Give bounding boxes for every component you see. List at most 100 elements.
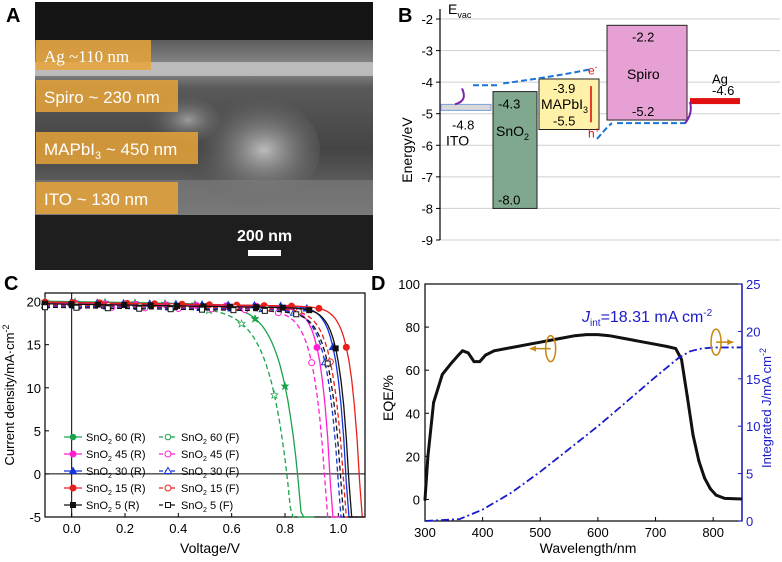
eqe-point	[423, 497, 427, 501]
jv-marker	[315, 304, 323, 312]
jv-marker	[94, 301, 101, 308]
legend-suffix: 5 (F)	[207, 500, 233, 512]
scale-bar-label: 200 nm	[237, 228, 292, 245]
legend-marker	[69, 484, 77, 492]
panel-a-letter: A	[6, 5, 20, 27]
jv-marker	[332, 345, 339, 352]
panel-d-letter: D	[371, 273, 385, 295]
c-xlabel: Voltage/V	[180, 540, 241, 556]
layer-label-bg-ito	[36, 182, 178, 214]
jv-marker	[121, 302, 128, 309]
d-ytick-right-label: 0	[746, 514, 753, 529]
d-ytick-left-label: 0	[413, 492, 420, 507]
ito-level-label: -4.8	[452, 117, 474, 132]
panel-b-letter: B	[398, 5, 412, 27]
c-ytick-label: 10	[27, 381, 41, 396]
d-ytick-right-label: 10	[746, 419, 760, 434]
c-xtick-label: 0.0	[63, 521, 81, 536]
legend-marker	[164, 433, 172, 441]
legend-suffix: 60 (R)	[112, 432, 146, 444]
b-tick-label: -2	[421, 12, 433, 27]
legend-sub: 2	[203, 490, 207, 497]
legend-marker	[68, 466, 78, 474]
sno2-top-label: -4.3	[498, 97, 520, 112]
electron-path	[500, 68, 590, 85]
jv-marker	[73, 304, 80, 311]
legend-label: SnO2 30 (R)	[86, 466, 146, 480]
electron-transfer	[454, 88, 465, 106]
jint-curve	[424, 346, 743, 522]
eqe-point	[426, 454, 430, 458]
layer-label-ag: Ag ~110 nm	[44, 47, 129, 66]
d-xtick-label: 500	[529, 525, 551, 540]
band-spiro	[606, 24, 688, 121]
hole-sign: +	[595, 125, 600, 134]
spiro-bottom-label: -5.2	[632, 104, 654, 119]
eqe-point	[691, 433, 695, 437]
jv-marker	[174, 302, 181, 309]
legend-marker	[69, 450, 77, 458]
layer-label-mapbi3: MAPbI3 ~ 450 nm	[44, 140, 177, 162]
mapbi3-bottom-label: -5.5	[553, 114, 575, 129]
jv-marker	[280, 381, 290, 391]
layer-label-bg-spiro	[36, 80, 178, 112]
eqe-point	[697, 459, 701, 463]
legend-label: SnO2 30 (F)	[181, 466, 239, 480]
band-ag	[690, 98, 740, 105]
eqe-curve	[423, 333, 743, 501]
b-tick-label: -7	[421, 170, 433, 185]
b-tick-label: -9	[421, 233, 433, 248]
legend-label: SnO2 15 (F)	[181, 483, 239, 497]
legend-suffix: 15 (R)	[112, 483, 146, 495]
hole-label: h+	[588, 125, 600, 140]
legend-label: SnO2 45 (R)	[86, 449, 146, 463]
layer-label-ito: ITO ~ 130 nm	[44, 190, 148, 209]
ag-level-label: -4.6	[712, 83, 734, 98]
ito-name-label: ITO	[446, 132, 469, 148]
jv-marker	[269, 390, 279, 400]
right-axis-arrowhead	[727, 339, 734, 346]
hole-transfer	[684, 101, 692, 124]
spiro-top-label: -2.2	[632, 29, 654, 44]
c-ytick-label: 15	[27, 338, 41, 353]
legend-label: SnO2 45 (F)	[181, 449, 239, 463]
b-tick-label: -6	[421, 138, 433, 153]
d-ylabel-left: EQE/%	[380, 375, 396, 421]
jv-marker	[136, 305, 143, 312]
eqe-point	[708, 487, 712, 491]
sno2-name-label: SnO2	[496, 123, 529, 142]
jv-marker	[279, 304, 286, 311]
layer-label-bg-mapbi3	[36, 132, 198, 164]
d-ytick-right-label: 5	[746, 467, 753, 482]
sem-bottom	[35, 215, 373, 270]
d-ytick-left-label: 100	[398, 277, 420, 292]
c-ylabel: Current density/mA·cm-2	[1, 325, 17, 466]
jv-marker	[342, 343, 350, 351]
d-ytick-left-label: 40	[406, 406, 420, 421]
eqe-point	[703, 476, 707, 480]
d-xtick-label: 300	[414, 525, 436, 540]
d-xtick-label: 800	[702, 525, 724, 540]
jv-marker	[147, 302, 154, 309]
legend-sub: 2	[203, 456, 207, 463]
ag-name-label: Ag	[712, 72, 728, 87]
layer-label-spiro: Spiro ~ 230 nm	[44, 88, 160, 107]
sno2-sub: 2	[524, 132, 529, 142]
legend-label: SnO2 60 (R)	[86, 432, 146, 446]
legend-marker	[163, 466, 173, 474]
jint-annotation: Jint=18.31 mA cm-2	[581, 308, 713, 329]
c-xtick-label: 0.2	[116, 521, 134, 536]
jv-marker	[308, 359, 316, 367]
d-ytick-right-label: 25	[746, 277, 760, 292]
legend-sub: 2	[108, 490, 112, 497]
legend-label: SnO2 5 (F)	[181, 500, 233, 514]
legend-marker	[69, 433, 77, 441]
c-ytick-label: 5	[34, 424, 41, 439]
jv-marker	[306, 307, 313, 314]
legend-sub: 2	[108, 473, 112, 480]
electron-sign: -	[595, 62, 598, 71]
